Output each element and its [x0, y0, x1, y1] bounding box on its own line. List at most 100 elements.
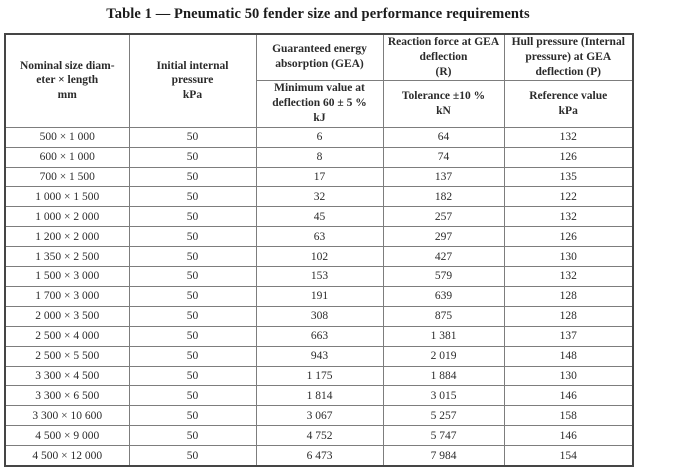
- table-cell: 130: [503, 365, 634, 387]
- table-cell: 663: [255, 325, 384, 347]
- table-cell: 2 000 × 3 500: [4, 305, 130, 327]
- table-cell: 128: [503, 305, 634, 327]
- table-cell: 257: [382, 206, 505, 228]
- table-cell: 1 000 × 1 500: [4, 186, 130, 208]
- table-cell: 50: [128, 206, 257, 228]
- table-cell: 7 984: [382, 445, 505, 467]
- table-cell: 875: [382, 305, 505, 327]
- table-cell: 50: [128, 126, 257, 148]
- table-cell: 50: [128, 246, 257, 268]
- subheader-minimum-value: Minimum value at deflection 60 ± 5 % kJ: [255, 79, 384, 128]
- table-cell: 63: [255, 226, 384, 248]
- table-row: 3 300 × 6 500 50 1 814 3 015 146: [4, 385, 634, 407]
- table-cell: 600 × 1 000: [4, 146, 130, 168]
- table-cell: 308: [255, 305, 384, 327]
- table-cell: 50: [128, 325, 257, 347]
- table-cell: 6 473: [255, 445, 384, 467]
- table-cell: 153: [255, 266, 384, 287]
- table-cell: 128: [503, 285, 634, 307]
- table-title: Table 1 — Pneumatic 50 fender size and p…: [106, 6, 530, 22]
- table-cell: 6: [255, 126, 384, 148]
- table-cell: 154: [503, 445, 634, 467]
- table-row: 3 300 × 4 500 50 1 175 1 884 130: [4, 365, 634, 387]
- table-row: 600 × 1 000 50 8 74 126: [4, 146, 634, 168]
- table-row: 1 000 × 1 500 50 32 182 122: [4, 186, 634, 208]
- header-initial-internal-pressure: Initial internal pressure kPa: [128, 33, 257, 128]
- table-cell: 3 300 × 6 500: [4, 385, 130, 407]
- header-reaction-force: Reaction force at GEA deflection (R): [382, 33, 505, 81]
- table-cell: 45: [255, 206, 384, 228]
- table-cell: 4 500 × 9 000: [4, 425, 130, 447]
- table-cell: 297: [382, 226, 505, 248]
- table-cell: 50: [128, 166, 257, 188]
- table-cell: 1 700 × 3 000: [4, 285, 130, 307]
- table-body: 500 × 1 000 50 6 64 132 600 × 1 000 50 8 74 126 70…: [4, 126, 634, 467]
- table-cell: 639: [382, 285, 505, 307]
- table-cell: 5 257: [382, 405, 505, 427]
- table-row: 2 500 × 5 500 50 943 2 019 148: [4, 345, 634, 367]
- header-row-top: Nominal size diam- eter × length mm Init…: [4, 33, 634, 128]
- table-cell: 32: [255, 186, 384, 208]
- table-cell: 132: [503, 126, 634, 148]
- table-cell: 1 350 × 2 500: [4, 246, 130, 268]
- table-cell: 50: [128, 345, 257, 367]
- table-cell: 50: [128, 365, 257, 387]
- table-cell: 50: [128, 146, 257, 168]
- header-row-sub: Minimum value at deflection 60 ± 5 % kJ …: [5, 79, 634, 128]
- table-cell: 1 500 × 3 000: [4, 266, 130, 287]
- table-cell: 137: [382, 166, 505, 188]
- header-hull-pressure: Hull pressure (Internal pressure) at GEA…: [503, 33, 634, 81]
- subheader-reference-value: Reference value kPa: [503, 79, 634, 128]
- table-row: 700 × 1 500 50 17 137 135: [4, 166, 634, 188]
- table-cell: 148: [503, 345, 634, 367]
- table-cell: 135: [503, 166, 634, 188]
- table-cell: 8: [255, 146, 384, 168]
- header-guaranteed-energy-absorption: Guaranteed energy absorption (GEA): [255, 33, 384, 81]
- table-cell: 50: [128, 285, 257, 307]
- table-cell: 130: [503, 246, 634, 268]
- table-cell: 3 015: [382, 385, 505, 407]
- table-cell: 50: [128, 405, 257, 427]
- table-cell: 158: [503, 405, 634, 427]
- table-cell: 579: [382, 266, 505, 287]
- table-cell: 1 175: [255, 365, 384, 387]
- table-cell: 137: [503, 325, 634, 347]
- table-row: 1 500 × 3 000 50 153 579 132: [4, 266, 634, 287]
- table-cell: 2 500 × 5 500: [4, 345, 130, 367]
- table-cell: 17: [255, 166, 384, 188]
- table-cell: 1 884: [382, 365, 505, 387]
- table-cell: 1 814: [255, 385, 384, 407]
- table-cell: 50: [128, 186, 257, 208]
- table-cell: 50: [128, 305, 257, 327]
- table-cell: 1 000 × 2 000: [4, 206, 130, 228]
- table-row: 1 000 × 2 000 50 45 257 132: [4, 206, 634, 228]
- table-cell: 2 500 × 4 000: [4, 325, 130, 347]
- table-cell: 500 × 1 000: [4, 126, 130, 148]
- table-cell: 182: [382, 186, 505, 208]
- table-cell: 5 747: [382, 425, 505, 447]
- table-header: Nominal size diam- eter × length mm Init…: [4, 33, 634, 128]
- table-cell: 3 300 × 10 600: [4, 405, 130, 427]
- table-row: 4 500 × 12 000 50 6 473 7 984 154: [4, 445, 634, 467]
- table-cell: 50: [128, 425, 257, 447]
- table-cell: 427: [382, 246, 505, 268]
- table-row: 2 000 × 3 500 50 308 875 128: [4, 305, 634, 327]
- table-cell: 50: [128, 226, 257, 248]
- table-cell: 191: [255, 285, 384, 307]
- table-cell: 126: [503, 146, 634, 168]
- table-cell: 102: [255, 246, 384, 268]
- table-cell: 4 752: [255, 425, 384, 447]
- table-cell: 3 067: [255, 405, 384, 427]
- table-row: 1 700 × 3 000 50 191 639 128: [4, 285, 634, 307]
- table-cell: 74: [382, 146, 505, 168]
- table-cell: 126: [503, 226, 634, 248]
- table-cell: 146: [503, 425, 634, 447]
- table-cell: 50: [128, 445, 257, 467]
- table-cell: 4 500 × 12 000: [4, 445, 130, 467]
- table-cell: 1 381: [382, 325, 505, 347]
- table-cell: 132: [503, 206, 634, 228]
- table-cell: 2 019: [382, 345, 505, 367]
- header-nominal-size: Nominal size diam- eter × length mm: [4, 33, 130, 128]
- fender-spec-table: Nominal size diam- eter × length mm Init…: [4, 33, 634, 467]
- table-row: 1 200 × 2 000 50 63 297 126: [4, 226, 634, 248]
